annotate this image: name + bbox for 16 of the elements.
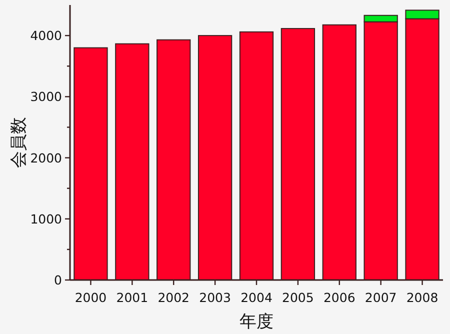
x-tick-label: 2008 [406,290,438,305]
y-tick-label: 4000 [30,28,62,44]
x-tick-label: 2002 [158,290,190,305]
x-tick-label: 2005 [282,290,314,305]
x-tick-label: 2001 [116,290,148,305]
x-tick-label: 2007 [364,290,397,305]
x-tick-label: 2004 [240,290,272,305]
y-axis-title: 会員数 [9,117,29,168]
x-tick-label: 2006 [323,290,356,305]
y-tick-label: 1000 [30,211,62,226]
x-tick-label: 2000 [74,290,107,305]
y-tick-label: 0 [54,272,62,288]
y-tick-label: 3000 [30,89,62,104]
x-tick-label: 2003 [199,290,231,305]
y-tick-label: 2000 [30,150,62,166]
x-axis-title: 年度 [240,312,274,332]
